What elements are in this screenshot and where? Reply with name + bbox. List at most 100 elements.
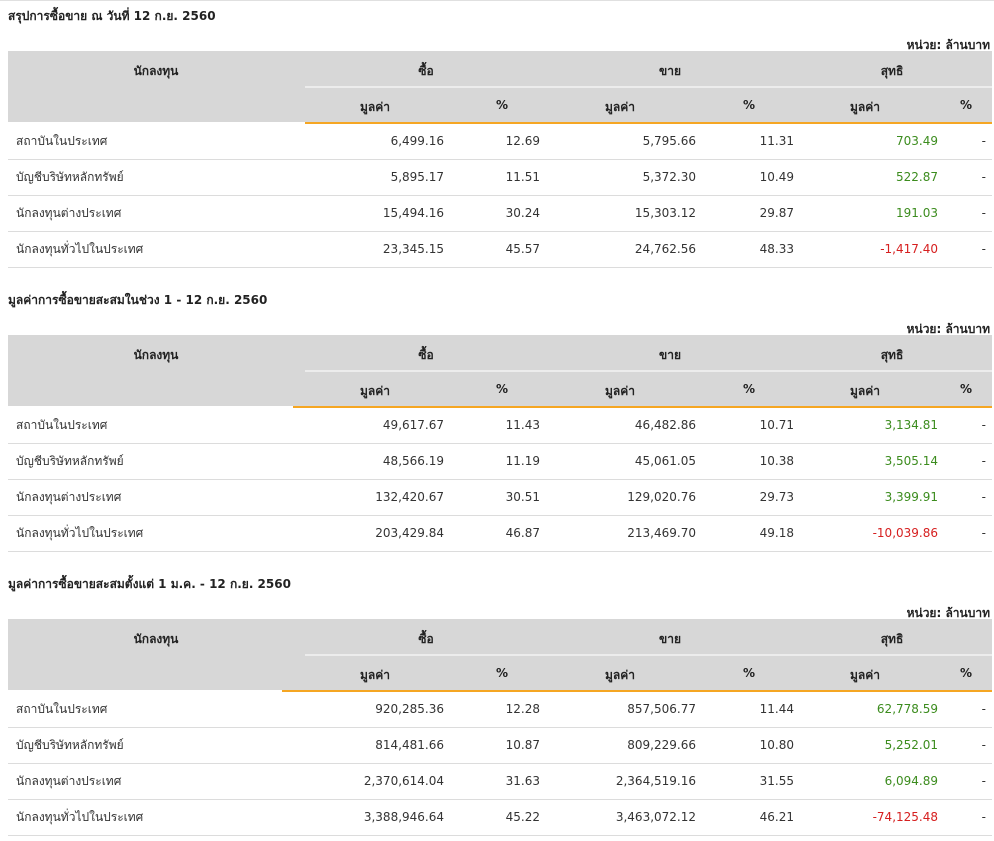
cell-sell-pct: 10.38	[759, 454, 794, 468]
cell-net-pct: -	[981, 418, 986, 432]
sub-header-value: มูลค่า	[360, 668, 391, 682]
table-row: นักลงทุนต่างประเทศ 132,420.67 30.51 129,020…	[8, 480, 992, 516]
cell-buy-pct: 45.57	[505, 242, 540, 256]
cell-buy-value: 49,617.67	[382, 418, 444, 432]
header-accent-line	[282, 690, 992, 692]
cell-net-value: 703.49	[896, 134, 938, 148]
column-header-net: สุทธิ	[880, 64, 904, 78]
header-accent-line	[305, 122, 992, 124]
column-header-investor: นักลงทุน	[133, 64, 179, 78]
cell-buy-value: 2,370,614.04	[363, 774, 444, 788]
cell-buy-value: 132,420.67	[375, 490, 444, 504]
table-row: สถาบันในประเทศ 920,285.36 12.28 857,506.77 1…	[8, 692, 992, 728]
unit-label: หน่วย: ล้านบาท	[906, 606, 990, 620]
table-header: นักลงทุน ซื้อ ขาย สุทธิ มูลค่า% มูลค่า% มูลค่า…	[8, 335, 992, 408]
cell-buy-pct: 10.87	[505, 738, 540, 752]
sub-header-pct: %	[496, 666, 509, 680]
cell-net-pct: -	[981, 454, 986, 468]
top-border	[0, 0, 994, 1]
cell-buy-value: 5,895.17	[390, 170, 444, 184]
column-header-investor: นักลงทุน	[133, 348, 179, 362]
cell-buy-pct: 46.87	[505, 526, 540, 540]
cell-sell-value: 46,482.86	[634, 418, 696, 432]
header-divider	[305, 654, 992, 656]
sub-header-value: มูลค่า	[850, 668, 881, 682]
table-row: สถาบันในประเทศ 6,499.16 12.69 5,795.66 11.31…	[8, 124, 992, 160]
column-header-buy: ซื้อ	[418, 632, 434, 646]
cell-investor: นักลงทุนต่างประเทศ	[16, 490, 122, 504]
cell-net-value: 5,252.01	[884, 738, 938, 752]
cell-sell-pct: 11.31	[759, 134, 794, 148]
cell-net-value: 3,134.81	[884, 418, 938, 432]
sub-header-pct: %	[496, 98, 509, 112]
cell-buy-pct: 11.43	[505, 418, 540, 432]
cell-sell-value: 5,372.30	[642, 170, 696, 184]
cell-sell-pct: 48.33	[759, 242, 794, 256]
cell-net-value: -10,039.86	[872, 526, 938, 540]
cell-investor: สถาบันในประเทศ	[16, 418, 108, 432]
cell-investor: สถาบันในประเทศ	[16, 134, 108, 148]
header-left-edge	[8, 122, 305, 124]
sub-header-value: มูลค่า	[360, 384, 391, 398]
column-header-net: สุทธิ	[880, 348, 904, 362]
cell-buy-pct: 11.51	[505, 170, 540, 184]
table-row: นักลงทุนต่างประเทศ 2,370,614.04 31.63 2,364…	[8, 764, 992, 800]
header-left-edge	[8, 690, 282, 692]
cell-buy-pct: 11.19	[505, 454, 540, 468]
sub-header-pct: %	[743, 382, 756, 396]
cell-net-value: -74,125.48	[872, 810, 938, 824]
cell-net-value: -1,417.40	[880, 242, 938, 256]
cell-buy-value: 48,566.19	[382, 454, 444, 468]
cell-net-pct: -	[981, 526, 986, 540]
section-title: มูลค่าการซื้อขายสะสมในช่วง 1 - 12 ก.ย. 2…	[8, 293, 268, 307]
cell-investor: นักลงทุนทั่วไปในประเทศ	[16, 810, 144, 824]
cell-sell-value: 15,303.12	[634, 206, 696, 220]
cell-sell-pct: 10.71	[759, 418, 794, 432]
cell-sell-value: 3,463,072.12	[615, 810, 696, 824]
cell-sell-value: 5,795.66	[642, 134, 696, 148]
sub-header-pct: %	[960, 666, 973, 680]
column-header-buy: ซื้อ	[418, 348, 434, 362]
cell-net-pct: -	[981, 134, 986, 148]
cell-investor: นักลงทุนทั่วไปในประเทศ	[16, 526, 144, 540]
cell-buy-value: 203,429.84	[375, 526, 444, 540]
cell-sell-value: 809,229.66	[627, 738, 696, 752]
cell-sell-value: 2,364,519.16	[615, 774, 696, 788]
cell-net-pct: -	[981, 206, 986, 220]
cell-net-pct: -	[981, 242, 986, 256]
cell-investor: นักลงทุนต่างประเทศ	[16, 206, 122, 220]
sub-header-value: มูลค่า	[850, 100, 881, 114]
cell-sell-pct: 29.87	[759, 206, 794, 220]
table-row: นักลงทุนทั่วไปในประเทศ 203,429.84 46.87 213…	[8, 516, 992, 552]
cell-net-pct: -	[981, 774, 986, 788]
sub-header-value: มูลค่า	[605, 384, 636, 398]
cell-buy-pct: 31.63	[505, 774, 540, 788]
column-header-sell: ขาย	[659, 348, 681, 362]
table-header: นักลงทุน ซื้อ ขาย สุทธิ มูลค่า% มูลค่า% มูลค่า…	[8, 51, 992, 124]
header-divider	[305, 370, 992, 372]
cell-investor: นักลงทุนทั่วไปในประเทศ	[16, 242, 144, 256]
cell-sell-pct: 46.21	[759, 810, 794, 824]
cell-sell-value: 24,762.56	[634, 242, 696, 256]
section-title: มูลค่าการซื้อขายสะสมตั้งแต่ 1 ม.ค. - 12 …	[8, 577, 291, 591]
cell-net-pct: -	[981, 702, 986, 716]
cell-net-value: 62,778.59	[876, 702, 938, 716]
table-row: บัญชีบริษัทหลักทรัพย์ 5,895.17 11.51 5,372.…	[8, 160, 992, 196]
cell-buy-value: 3,388,946.64	[363, 810, 444, 824]
sub-header-value: มูลค่า	[360, 100, 391, 114]
cell-buy-value: 814,481.66	[375, 738, 444, 752]
header-left-edge	[8, 406, 293, 408]
cell-sell-value: 129,020.76	[627, 490, 696, 504]
cell-sell-pct: 10.49	[759, 170, 794, 184]
cell-buy-value: 920,285.36	[375, 702, 444, 716]
cell-net-pct: -	[981, 490, 986, 504]
sub-header-pct: %	[743, 666, 756, 680]
cell-net-value: 191.03	[896, 206, 938, 220]
table-row: บัญชีบริษัทหลักทรัพย์ 48,566.19 11.19 45,06…	[8, 444, 992, 480]
sub-header-pct: %	[960, 382, 973, 396]
header-accent-line	[293, 406, 992, 408]
cell-sell-value: 45,061.05	[634, 454, 696, 468]
column-header-investor: นักลงทุน	[133, 632, 179, 646]
unit-label: หน่วย: ล้านบาท	[906, 322, 990, 336]
cell-net-value: 522.87	[896, 170, 938, 184]
